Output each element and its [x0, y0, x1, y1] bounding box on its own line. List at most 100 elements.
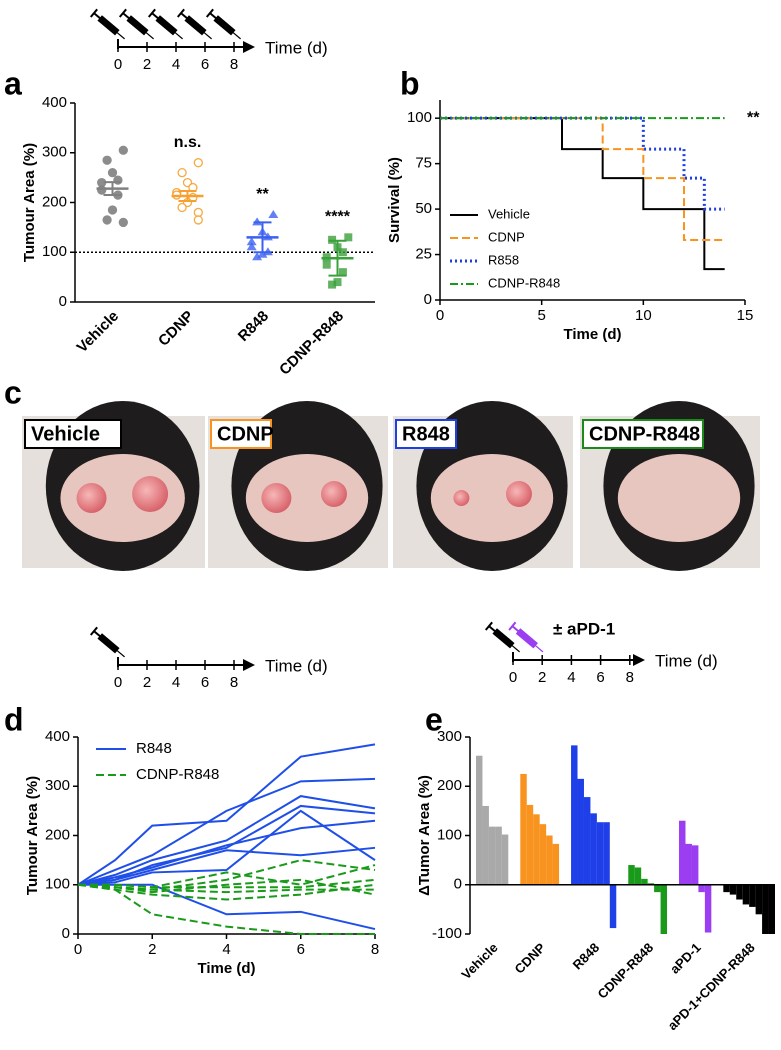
- growth-line: [78, 878, 376, 889]
- timeline-tick-label: 8: [230, 674, 238, 691]
- timeline-tick-label: 6: [201, 674, 209, 691]
- bar: [685, 843, 692, 885]
- data-point: [193, 215, 203, 225]
- syringe-needle: [116, 31, 125, 40]
- panel-label: e: [425, 701, 443, 737]
- syringe-barrel: [184, 15, 207, 36]
- bar: [583, 797, 591, 885]
- y-tick-label: 75: [415, 155, 432, 172]
- syringe-icon: [89, 8, 125, 40]
- data-point: [333, 278, 342, 287]
- shaved-skin: [245, 454, 369, 542]
- tumor: [261, 483, 292, 513]
- x-tick-label: 6: [297, 941, 305, 958]
- data-point: [97, 185, 107, 195]
- x-tick-label: 0: [74, 941, 82, 958]
- bar: [654, 884, 661, 893]
- x-tick-label: 10: [635, 307, 652, 324]
- data-point: [177, 167, 187, 178]
- y-tick-label: 200: [45, 826, 70, 843]
- syringe-icon: [205, 8, 241, 40]
- photo-label-box: [24, 419, 122, 449]
- bar: [526, 804, 534, 885]
- x-tick-label: 8: [371, 941, 379, 958]
- tumor: [132, 476, 169, 512]
- panel-label: a: [4, 65, 22, 101]
- growth-line: [77, 809, 376, 886]
- x-tick-label: 5: [537, 307, 545, 324]
- bar: [691, 845, 699, 885]
- data-point: [177, 202, 187, 213]
- timeline-tick-label: 4: [172, 674, 180, 691]
- timeline-tick-label: 4: [172, 56, 180, 73]
- syringe-needle: [203, 31, 212, 40]
- legend-label: CDNP: [488, 229, 525, 244]
- syringe-plunger: [209, 12, 217, 20]
- photo: R848: [393, 401, 573, 571]
- data-point: [107, 205, 118, 215]
- bar: [729, 884, 737, 895]
- timeline-tick-label: 8: [230, 56, 238, 73]
- y-tick-label: 100: [42, 243, 67, 260]
- timeline-tick-label: 2: [538, 669, 546, 686]
- bar: [539, 824, 547, 885]
- syringe-cap: [508, 621, 517, 631]
- x-axis-title: Time (d): [563, 326, 621, 343]
- timeline-label: Time (d): [655, 651, 718, 670]
- y-tick-label: 200: [437, 777, 462, 794]
- syringe-plunger: [151, 12, 159, 20]
- error-bar: [328, 239, 347, 277]
- bar: [698, 884, 705, 893]
- growth-line: [77, 743, 376, 886]
- bar: [749, 884, 756, 907]
- x-tick-label: 0: [436, 307, 444, 324]
- syringe-needle: [232, 31, 241, 40]
- timeline-tick-label: 6: [596, 669, 604, 686]
- shaved-skin: [617, 454, 741, 542]
- photo: CDNP-R848: [580, 401, 760, 571]
- panel-label: b: [400, 65, 420, 101]
- bar: [533, 814, 540, 885]
- timeline-tick-label: 8: [626, 669, 634, 686]
- bar: [596, 822, 604, 885]
- y-tick-label: 0: [424, 291, 432, 308]
- syringe-needle: [534, 644, 544, 653]
- y-tick-label: 0: [59, 293, 67, 310]
- bar: [501, 834, 509, 885]
- legend-label: CDNP-R848: [488, 275, 560, 290]
- bar: [641, 878, 648, 885]
- bar: [520, 773, 527, 885]
- y-tick-label: 100: [407, 109, 432, 126]
- y-axis-title: ΔTumor Area (%): [416, 775, 433, 896]
- syringe-barrel: [126, 15, 149, 36]
- data-point: [338, 268, 347, 277]
- x-tick-label: CDNP: [155, 308, 197, 350]
- bar: [704, 884, 712, 933]
- data-point: [118, 217, 128, 228]
- timeline-tick-label: 4: [567, 669, 575, 686]
- bar: [482, 805, 489, 885]
- legend-label: CDNP-R848: [136, 766, 219, 783]
- syringe-icon: [176, 8, 212, 40]
- bar: [546, 835, 553, 885]
- survival-line: [440, 116, 725, 211]
- timeline-tick-label: 6: [201, 56, 209, 73]
- syringe-plunger: [93, 12, 101, 20]
- photo-label: R848: [402, 423, 450, 445]
- bar: [762, 884, 769, 934]
- data-point: [193, 158, 203, 168]
- y-tick-label: 100: [45, 876, 70, 893]
- x-tick-label: R848: [570, 940, 603, 973]
- growth-line: [77, 883, 375, 935]
- data-point: [328, 280, 337, 289]
- y-tick-label: 0: [62, 925, 70, 942]
- x-axis-title: Time (d): [197, 960, 255, 977]
- bar: [609, 884, 617, 929]
- photo-label-box: [210, 419, 272, 449]
- photo-label: CDNP-R848: [589, 423, 700, 445]
- growth-line: [77, 846, 376, 886]
- y-tick-label: 0: [454, 876, 462, 893]
- syringe-needle: [174, 31, 183, 40]
- syringe-cap: [89, 626, 98, 636]
